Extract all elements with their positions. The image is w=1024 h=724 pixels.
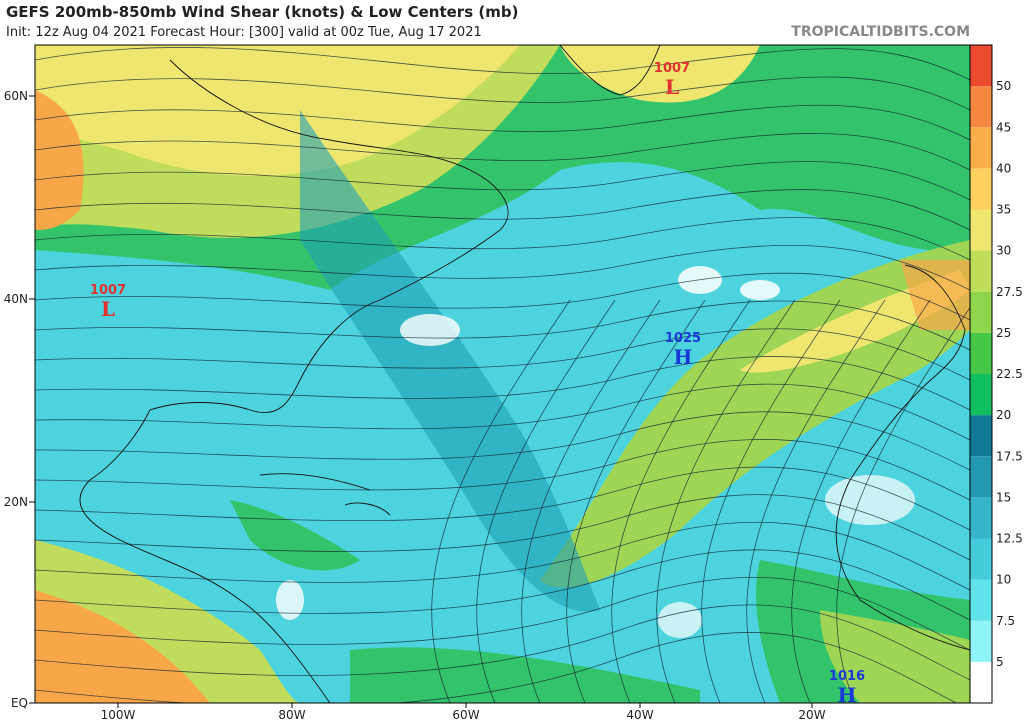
- colorbar-label: 50: [996, 79, 1011, 93]
- colorbar-bin: [970, 620, 992, 662]
- lat-label: 60N: [4, 89, 28, 103]
- streamline: [35, 439, 970, 501]
- colorbar-label: 20: [996, 408, 1011, 422]
- colorbar-bin: [970, 661, 992, 703]
- streamline: [791, 299, 931, 703]
- colorbar-label: 5: [996, 655, 1004, 669]
- streamline: [35, 189, 970, 231]
- colorbar-bin: [970, 332, 992, 374]
- streamline: [35, 217, 970, 261]
- subtitle: Init: 12z Aug 04 2021 Forecast Hour: [30…: [6, 25, 482, 40]
- colorbar-label: 10: [996, 573, 1011, 587]
- center-pressure: 1016: [829, 669, 865, 684]
- streamlines: [35, 47, 970, 703]
- axis-labels: 60N 40N 20N EQ 100W 80W 60W 40W 20W: [4, 89, 826, 722]
- lat-label: EQ: [11, 696, 28, 710]
- streamline: [35, 576, 970, 651]
- colorbar-bin: [970, 250, 992, 292]
- colorbar-label: 25: [996, 326, 1011, 340]
- lat-label: 20N: [4, 495, 28, 509]
- center-pressure: 1007: [654, 61, 690, 76]
- colorbar-bin: [970, 209, 992, 251]
- streamline: [35, 411, 970, 471]
- colorbar-bin: [970, 374, 992, 416]
- streamline: [35, 383, 970, 441]
- streamline: [836, 306, 970, 703]
- streamline: [35, 604, 970, 681]
- colorbar-label: 17.5: [996, 449, 1023, 463]
- colorbar-label: 45: [996, 120, 1011, 134]
- streamline: [35, 521, 970, 591]
- center-letter: H: [674, 345, 693, 369]
- colorbar-bin: [970, 497, 992, 539]
- colorbar-bin: [970, 538, 992, 580]
- colorbar-bin: [970, 45, 992, 87]
- colorbar-label: 27.5: [996, 285, 1023, 299]
- lat-label: 40N: [4, 292, 28, 306]
- streamline: [35, 244, 970, 291]
- colorbar-label: 30: [996, 244, 1011, 258]
- colorbar-label: 35: [996, 203, 1011, 217]
- streamline: [35, 632, 958, 703]
- colorbar-label: 40: [996, 161, 1011, 175]
- lon-label: 20W: [798, 708, 825, 722]
- streamline: [35, 133, 970, 171]
- colorbar-frame: [969, 44, 993, 704]
- streamline: [611, 299, 751, 703]
- streamline: [35, 466, 970, 531]
- title: GEFS 200mb-850mb Wind Shear (knots) & Lo…: [6, 3, 519, 21]
- streamline: [35, 494, 970, 561]
- center-letter: L: [665, 75, 679, 99]
- lon-label: 80W: [278, 708, 305, 722]
- colorbar-label: 12.5: [996, 532, 1023, 546]
- center-pressure: 1007: [90, 283, 126, 298]
- streamline: [431, 299, 571, 703]
- colorbar-bin: [970, 456, 992, 498]
- streamline: [35, 272, 970, 321]
- colorbar: 5 7.5 10 12.5 15 17.5 20 22.5 25 27.5 30 35 40 45 50: [969, 44, 1023, 704]
- center-letter: H: [838, 683, 857, 707]
- colorbar-bin: [970, 127, 992, 169]
- streamline: [746, 299, 886, 703]
- streamline: [35, 328, 970, 381]
- coastlines: [79, 45, 970, 703]
- streamline: [35, 76, 970, 111]
- streamline: [35, 161, 970, 201]
- colorbar-bin: [970, 291, 992, 333]
- lon-label: 40W: [626, 708, 653, 722]
- lon-label: 100W: [101, 708, 136, 722]
- colorbar-label: 22.5: [996, 367, 1023, 381]
- site-credit: TROPICALTIDBITS.COM: [791, 24, 970, 40]
- lon-label: 60W: [452, 708, 479, 722]
- streamline: [35, 300, 970, 351]
- colorbar-bin: [970, 168, 992, 210]
- center-letter: L: [101, 297, 115, 321]
- center-pressure: 1025: [665, 331, 701, 346]
- streamline: [35, 104, 970, 141]
- streamline: [656, 299, 796, 703]
- colorbar-bin: [970, 415, 992, 457]
- streamline: [35, 549, 970, 621]
- streamline: [566, 299, 706, 703]
- streamline: [35, 47, 970, 81]
- streamline: [476, 299, 616, 703]
- colorbar-bin: [970, 579, 992, 621]
- shear-field: [35, 45, 970, 703]
- streamline: [521, 299, 661, 703]
- streamline: [701, 299, 841, 703]
- colorbar-label: 7.5: [996, 614, 1015, 628]
- colorbar-label: 15: [996, 490, 1011, 504]
- streamline: [35, 356, 970, 411]
- colorbar-bin: [970, 86, 992, 128]
